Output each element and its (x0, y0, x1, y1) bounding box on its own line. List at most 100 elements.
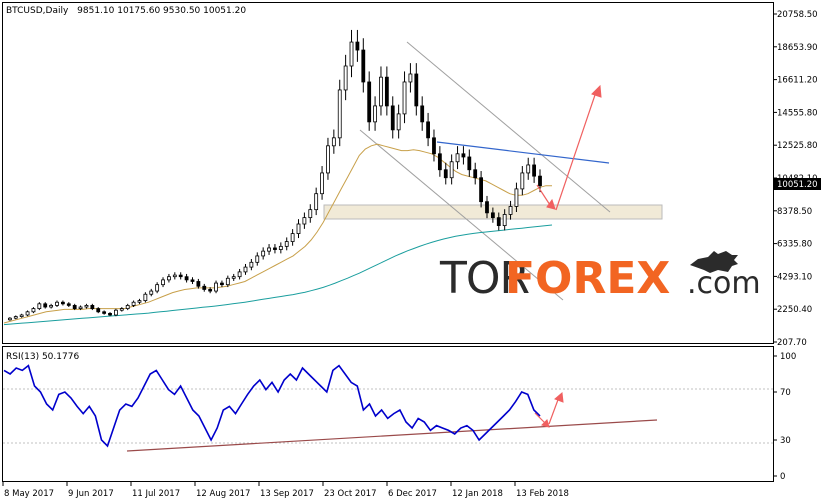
candle-body (390, 105, 395, 131)
rsi-tick-label: 30 (780, 436, 791, 446)
rsi-up-arrowhead (554, 392, 564, 403)
candle-body (402, 81, 407, 115)
channel-upper-line (406, 41, 611, 213)
candle-body (25, 311, 30, 316)
rsi-title: RSI(13) 50.1776 (6, 352, 79, 362)
candle-body (249, 261, 254, 268)
price-tick-label: 207.70 (777, 338, 807, 348)
candle-body (538, 175, 542, 187)
candle-body (408, 73, 413, 83)
candle-body (184, 276, 189, 281)
candle-body (414, 73, 419, 107)
candle-body (284, 241, 289, 247)
last-price-label: 10051.20 (777, 180, 818, 190)
candle-body (349, 41, 354, 67)
candle-body (490, 212, 495, 219)
candle-body (485, 201, 489, 214)
candle-body (43, 303, 48, 308)
forecast-down-arrow (536, 184, 551, 206)
candle-body (267, 247, 271, 252)
candle-body (420, 105, 425, 123)
candle-body (373, 105, 377, 123)
rsi-up-arrow (548, 396, 560, 425)
price-candles (7, 29, 542, 321)
candle-body (337, 89, 342, 139)
price-tick-label: 4293.10 (777, 272, 812, 282)
rsi-arrows (534, 392, 564, 428)
time-tick-label: 9 Jun 2017 (68, 489, 114, 499)
price-tick-label: 6335.80 (777, 240, 812, 250)
rsi-plot-frame (2, 346, 774, 482)
symbol-label: BTCUSD,Daily (6, 6, 69, 16)
candle-body (384, 76, 389, 107)
time-tick-label: 23 Oct 2017 (324, 489, 377, 499)
forecast-up-arrow (555, 91, 597, 211)
candle-body (255, 255, 260, 263)
rsi-trend-line (126, 419, 658, 452)
candle-body (202, 285, 207, 290)
candle-body (172, 274, 177, 278)
candle-body (108, 312, 112, 316)
candle-body (55, 301, 59, 306)
logo-tor: TOR (439, 253, 530, 304)
candle-body (214, 282, 218, 292)
candle-body (7, 317, 12, 321)
candle-body (131, 301, 136, 306)
candle-body (90, 305, 95, 310)
rsi-down-arrowhead (541, 419, 550, 428)
candle-body (479, 177, 483, 203)
candle-body (114, 309, 118, 316)
candle-body (308, 209, 313, 219)
candle-body (49, 305, 54, 308)
candle-body (178, 274, 183, 278)
candle-body (190, 279, 195, 282)
candle-body (273, 247, 277, 250)
candle-body (119, 308, 124, 311)
candle-body (102, 311, 107, 314)
candle-body (237, 271, 242, 278)
candle-body (61, 301, 65, 305)
candle-body (66, 303, 71, 306)
candle-body (261, 250, 266, 257)
candle-body (508, 206, 513, 215)
time-axis: 8 May 2017 9 Jun 2017 11 Jul 2017 12 Aug 20… (2, 482, 569, 499)
rsi-tick-label: 0 (780, 472, 785, 482)
fast-ma-line (3, 224, 553, 326)
candle-body (426, 121, 430, 139)
candle-body (208, 289, 213, 292)
time-tick-label: 12 Aug 2017 (196, 489, 250, 499)
candle-body (473, 169, 478, 179)
candle-body (361, 49, 366, 83)
candle-body (461, 153, 466, 158)
candle-body (326, 145, 330, 174)
candle-body (467, 156, 472, 171)
price-tick-label: 2250.40 (777, 305, 812, 315)
candle-body (290, 233, 295, 242)
time-tick-label: 13 Feb 2018 (516, 489, 569, 499)
candle-body (437, 153, 442, 171)
candle-body (196, 281, 201, 287)
candle-body (13, 316, 18, 319)
price-tick-label: 16611.20 (777, 76, 818, 86)
candle-body (496, 217, 501, 227)
rsi-tick-label: 70 (780, 388, 791, 398)
slow-ma-line (3, 143, 552, 324)
time-tick-label: 13 Sep 2017 (260, 489, 314, 499)
price-tick-label: 8378.50 (777, 207, 812, 217)
rsi-axis: 100 70 30 0 (773, 352, 796, 482)
time-tick-label: 12 Jan 2018 (452, 489, 503, 499)
candle-body (31, 308, 36, 313)
candle-body (96, 308, 101, 313)
chart-header: BTCUSD,Daily 9851.10 10175.60 9530.50 10… (6, 6, 246, 16)
bull-icon (690, 251, 738, 273)
candle-body (220, 282, 224, 286)
torforex-logo: TOR FOREX .com (439, 251, 761, 304)
candle-body (331, 137, 336, 147)
candle-body (167, 276, 171, 281)
candle-body (37, 303, 42, 310)
logo-forex: FOREX (505, 253, 670, 304)
candle-body (432, 137, 436, 155)
candle-body (396, 113, 401, 131)
candle-body (78, 306, 83, 310)
